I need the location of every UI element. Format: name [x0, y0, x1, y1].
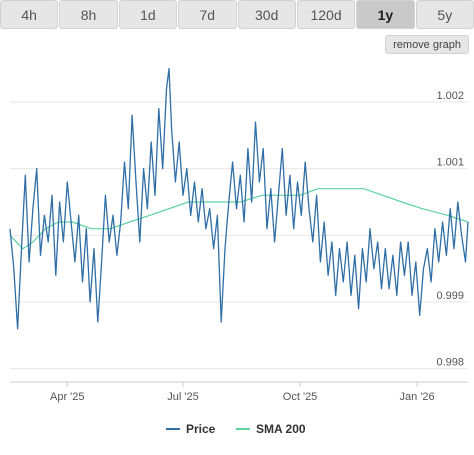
tab-4h[interactable]: 4h: [0, 0, 59, 29]
legend-sma-200[interactable]: SMA 200: [236, 422, 306, 436]
y-tick-label: 1.001: [436, 157, 464, 169]
legend-price[interactable]: Price: [166, 422, 216, 436]
grid-lines: [10, 101, 468, 370]
tab-5y[interactable]: 5y: [415, 0, 474, 29]
y-axis-labels: 0.998 0.999 1.001 1.002: [436, 90, 464, 369]
tab-1d[interactable]: 1d: [118, 0, 178, 29]
tab-120d[interactable]: 120d: [296, 0, 356, 29]
tab-30d[interactable]: 30d: [237, 0, 296, 29]
y-tick-label: 1.002: [436, 90, 464, 102]
remove-graph-button[interactable]: remove graph: [385, 35, 469, 54]
tab-7d[interactable]: 7d: [178, 0, 237, 29]
legend-price-label: Price: [186, 422, 216, 436]
x-tick-label: Jul '25: [167, 391, 198, 403]
x-tick-label: Oct '25: [283, 391, 318, 403]
tab-1y[interactable]: 1y: [356, 0, 415, 29]
legend-sma-200-label: SMA 200: [256, 422, 306, 436]
series-lines: [9, 68, 469, 330]
legend: Price SMA 200: [166, 422, 306, 436]
price-series-line: [9, 68, 469, 330]
x-tick-label: Jan '26: [400, 391, 435, 403]
timeframe-tabs: 4h 8h 1d 7d 30d 120d 1y 5y: [0, 0, 474, 30]
tab-8h[interactable]: 8h: [59, 0, 118, 29]
x-axis: Apr '25 Jul '25 Oct '25 Jan '26: [10, 381, 468, 403]
y-tick-label: 0.999: [436, 290, 464, 302]
y-tick-label: 0.998: [436, 357, 464, 369]
x-tick-label: Apr '25: [50, 391, 85, 403]
